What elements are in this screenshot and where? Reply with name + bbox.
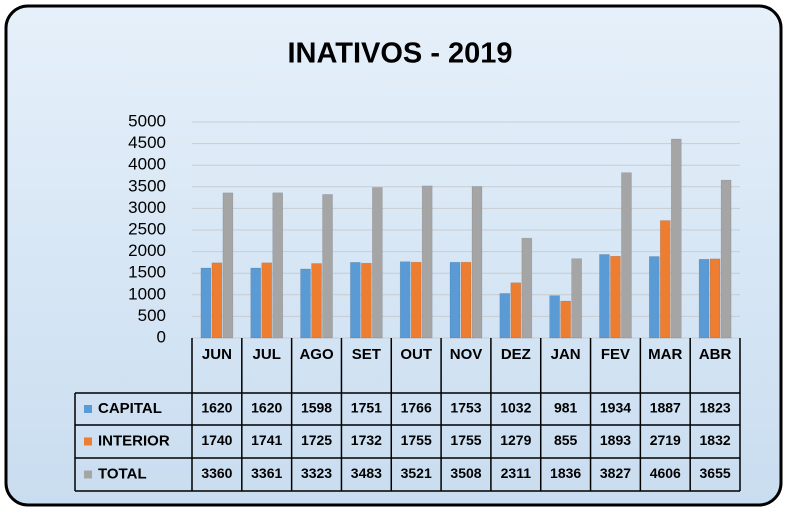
bar [421,185,433,339]
table-value: 4606 [650,465,681,481]
bar [659,220,671,339]
bar [599,254,610,339]
y-tick-label: 500 [138,306,166,325]
table-value: 3508 [450,465,481,481]
x-tick-label: JUL [253,346,281,363]
table-value: 1598 [301,400,332,416]
bar [471,186,483,339]
bar [399,261,411,339]
bar [521,237,533,339]
x-tick-label: SET [352,346,381,363]
x-tick-label: JAN [551,346,581,363]
legend-swatch [84,405,92,413]
table-value: 1755 [450,432,481,448]
bar [372,187,383,339]
legend-label: TOTAL [98,465,147,482]
y-tick-label: 5000 [128,111,166,130]
bar [720,179,732,339]
table-value: 1887 [650,400,681,416]
y-tick-label: 2000 [128,241,166,260]
bar [361,262,372,339]
x-tick-label: MAR [648,346,682,363]
table-value: 1755 [401,432,432,448]
table-value: 3323 [301,465,332,481]
x-tick-label: FEV [601,346,630,363]
table-value: 3827 [600,465,631,481]
bar [410,261,422,339]
table-value: 981 [554,400,578,416]
table-value: 1934 [600,400,631,416]
table-value: 1620 [251,400,282,416]
table-value: 2311 [501,465,532,481]
table-value: 1032 [500,400,531,416]
bar [510,282,522,339]
x-tick-label: AGO [299,346,334,363]
bar [300,268,311,339]
x-tick-label: OUT [400,346,432,363]
bar [499,293,511,339]
bar [610,255,621,339]
y-tick-label: 1000 [128,284,166,303]
y-tick-label: 4500 [128,133,166,152]
y-tick-label: 3000 [128,198,166,217]
bar [560,300,571,339]
table-value: 1836 [550,465,581,481]
table-value: 1832 [700,432,731,448]
chart-frame [4,4,783,507]
bar [698,258,710,339]
y-tick-label: 0 [157,327,166,346]
bar [261,262,273,339]
bar [670,138,682,339]
table-value: 1766 [401,400,432,416]
y-tick-label: 1500 [128,263,166,282]
bar [222,192,234,339]
bar [449,261,461,339]
table-value: 3360 [201,465,232,481]
legend-swatch [84,437,92,446]
x-tick-label: ABR [699,346,732,363]
legend-label: CAPITAL [98,400,162,417]
x-tick-label: NOV [450,346,483,363]
table-value: 1732 [351,432,382,448]
table-value: 1753 [450,400,481,416]
y-tick-label: 3500 [128,176,166,195]
table-value: 1741 [251,432,282,448]
bar [211,262,223,339]
table-value: 3655 [700,465,731,481]
bar [709,258,721,339]
bar [460,261,472,339]
bar [350,262,361,339]
table-value: 1725 [301,432,332,448]
bar [549,295,560,339]
y-tick-label: 2500 [128,219,166,238]
table-value: 3361 [251,465,282,481]
legend-label: INTERIOR [98,432,170,449]
bar [200,267,212,339]
chart-title: INATIVOS - 2019 [287,38,512,70]
table-value: 1893 [600,432,631,448]
table-value: 1751 [351,400,382,416]
bar [311,263,322,339]
table-value: 1620 [201,400,232,416]
bar [648,256,660,339]
x-tick-label: DEZ [501,346,531,363]
y-tick-label: 4000 [128,155,166,174]
bar [621,172,632,339]
table-value: 3521 [401,465,432,481]
table-value: 1279 [500,432,531,448]
bar [250,267,262,339]
table-value: 1740 [201,432,232,448]
x-tick-label: JUN [202,346,232,363]
bar [272,192,284,339]
table-value: 3483 [351,465,382,481]
legend-swatch [84,470,92,479]
bar [322,194,333,339]
table-value: 1823 [700,400,731,416]
bar [571,258,582,339]
table-value: 855 [554,432,578,448]
table-value: 2719 [650,432,681,448]
